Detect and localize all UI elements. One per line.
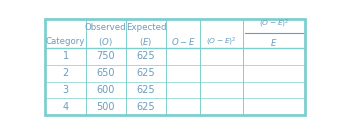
Text: 500: 500 (96, 102, 115, 112)
Text: Category: Category (46, 37, 85, 46)
Text: 600: 600 (96, 85, 115, 95)
Text: 750: 750 (96, 51, 115, 61)
Text: 625: 625 (137, 68, 155, 78)
Text: 1: 1 (63, 51, 69, 61)
Text: $E$: $E$ (270, 37, 278, 48)
Text: 2: 2 (62, 68, 69, 78)
Text: 625: 625 (137, 51, 155, 61)
Text: $(E)$: $(E)$ (139, 36, 153, 48)
Text: $(O - E)^2$: $(O - E)^2$ (206, 35, 237, 48)
Text: 625: 625 (137, 85, 155, 95)
Text: Expected: Expected (126, 23, 166, 32)
Text: 3: 3 (63, 85, 69, 95)
Text: $O - E$: $O - E$ (171, 36, 196, 47)
Text: 4: 4 (63, 102, 69, 112)
Text: $(O)$: $(O)$ (98, 36, 113, 48)
Text: $(O - E)^2$: $(O - E)^2$ (259, 17, 289, 30)
Text: 650: 650 (96, 68, 115, 78)
Text: Observed: Observed (85, 23, 127, 32)
Text: 625: 625 (137, 102, 155, 112)
